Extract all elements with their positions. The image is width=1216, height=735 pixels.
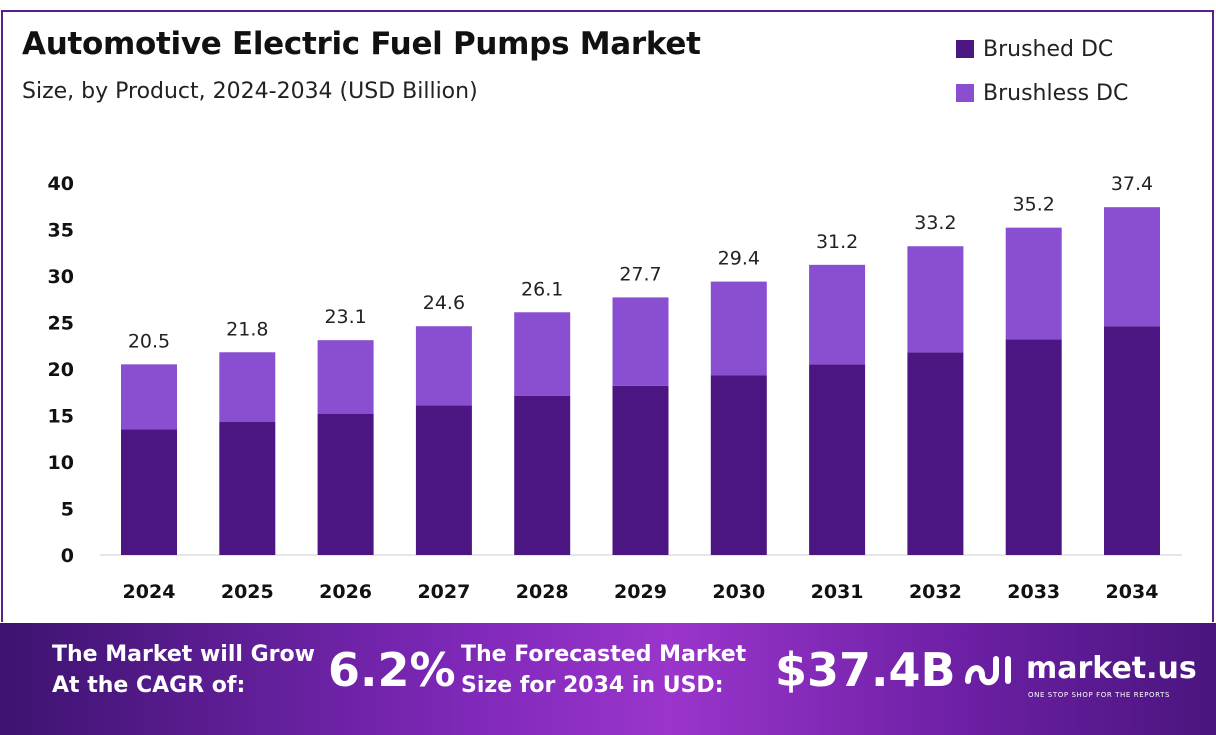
x-tick-label-2031: 2031 bbox=[811, 581, 864, 603]
data-label-total-2028: 26.1 bbox=[521, 278, 563, 300]
data-label-total-2027: 24.6 bbox=[423, 292, 465, 314]
bar-2032-brushed-dc bbox=[907, 352, 964, 555]
x-tick-label-2026: 2026 bbox=[319, 581, 372, 603]
bar-2028-brushless-dc bbox=[514, 312, 571, 396]
bar-2026-brushed-dc bbox=[317, 413, 374, 555]
bar-2034-brushed-dc bbox=[1104, 326, 1160, 555]
data-label-total-2031: 31.2 bbox=[816, 231, 858, 253]
bar-2033-brushed-dc bbox=[1005, 339, 1062, 555]
bar-2033-brushless-dc bbox=[1005, 227, 1062, 340]
chart-subtitle: Size, by Product, 2024-2034 (USD Billion… bbox=[22, 79, 478, 104]
cagr-label-line1: The Market will Grow bbox=[52, 642, 315, 667]
stacked-bar-chart: 051015202530354020.5202421.8202523.12026… bbox=[48, 173, 1182, 603]
data-label-total-2030: 29.4 bbox=[718, 248, 760, 270]
x-tick-label-2029: 2029 bbox=[614, 581, 667, 603]
legend-item-brushless-dc: Brushless DC bbox=[956, 79, 1128, 107]
data-label-total-2033: 35.2 bbox=[1013, 194, 1055, 216]
x-tick-label-2030: 2030 bbox=[712, 581, 765, 603]
brand-logo: market.us ONE STOP SHOP FOR THE REPORTS bbox=[962, 651, 1197, 707]
brand-name: market.us bbox=[1026, 651, 1197, 686]
bar-2025-brushless-dc bbox=[219, 352, 276, 423]
y-tick-label-40: 40 bbox=[48, 173, 74, 195]
bar-2024-brushed-dc bbox=[121, 429, 177, 555]
data-label-total-2034: 37.4 bbox=[1111, 173, 1153, 195]
forecast-label-line2: Size for 2034 in USD: bbox=[461, 673, 724, 698]
bar-2032-brushless-dc bbox=[907, 246, 964, 353]
x-tick-label-2033: 2033 bbox=[1007, 581, 1060, 603]
y-tick-label-15: 15 bbox=[48, 406, 74, 428]
y-tick-label-30: 30 bbox=[48, 266, 74, 288]
bar-2031-brushless-dc bbox=[809, 264, 866, 365]
legend-item-brushed-dc: Brushed DC bbox=[956, 35, 1128, 63]
legend: Brushed DC Brushless DC bbox=[956, 35, 1128, 123]
legend-label-brushless-dc: Brushless DC bbox=[983, 80, 1129, 106]
x-tick-label-2028: 2028 bbox=[516, 581, 569, 603]
bar-2029-brushless-dc bbox=[612, 297, 669, 386]
data-label-total-2026: 23.1 bbox=[324, 306, 366, 328]
bar-2025-brushed-dc bbox=[219, 422, 276, 555]
legend-swatch-brushed-dc bbox=[956, 40, 974, 58]
bar-2030-brushless-dc bbox=[710, 281, 767, 376]
x-tick-label-2034: 2034 bbox=[1106, 581, 1159, 603]
forecast-value: $37.4B bbox=[775, 643, 956, 697]
legend-swatch-brushless-dc bbox=[956, 84, 974, 102]
cagr-label-line2: At the CAGR of: bbox=[52, 673, 246, 698]
chart-title: Automotive Electric Fuel Pumps Market bbox=[22, 26, 701, 62]
cagr-label: The Market will Grow At the CAGR of: bbox=[52, 639, 315, 701]
x-tick-label-2032: 2032 bbox=[909, 581, 962, 603]
cagr-value: 6.2% bbox=[328, 643, 456, 697]
x-tick-label-2027: 2027 bbox=[417, 581, 470, 603]
y-tick-label-0: 0 bbox=[61, 545, 74, 567]
x-tick-label-2025: 2025 bbox=[221, 581, 274, 603]
bar-2024-brushless-dc bbox=[121, 364, 177, 430]
forecast-label-line1: The Forecasted Market bbox=[461, 642, 747, 667]
footer-banner: The Market will Grow At the CAGR of: 6.2… bbox=[0, 623, 1216, 735]
bar-2027-brushed-dc bbox=[415, 405, 472, 555]
x-tick-label-2024: 2024 bbox=[123, 581, 176, 603]
forecast-label: The Forecasted Market Size for 2034 in U… bbox=[461, 639, 746, 701]
y-tick-label-20: 20 bbox=[48, 359, 74, 381]
y-tick-label-5: 5 bbox=[61, 499, 74, 521]
bar-2028-brushed-dc bbox=[514, 395, 571, 555]
bar-2026-brushless-dc bbox=[317, 340, 374, 414]
data-label-total-2029: 27.7 bbox=[619, 263, 661, 285]
data-label-total-2032: 33.2 bbox=[914, 212, 956, 234]
y-tick-label-25: 25 bbox=[48, 313, 74, 335]
y-tick-label-10: 10 bbox=[48, 452, 74, 474]
bar-2034-brushless-dc bbox=[1104, 207, 1160, 327]
data-label-total-2024: 20.5 bbox=[128, 330, 170, 352]
bar-2030-brushed-dc bbox=[710, 375, 767, 555]
bar-2029-brushed-dc bbox=[612, 385, 669, 555]
data-label-total-2025: 21.8 bbox=[226, 318, 268, 340]
y-tick-label-35: 35 bbox=[48, 220, 74, 242]
legend-label-brushed-dc: Brushed DC bbox=[983, 36, 1114, 62]
bar-2027-brushless-dc bbox=[415, 326, 472, 406]
market-us-logo-icon bbox=[965, 656, 1011, 686]
brand-tagline: ONE STOP SHOP FOR THE REPORTS bbox=[1028, 691, 1171, 699]
bar-2031-brushed-dc bbox=[809, 364, 866, 555]
